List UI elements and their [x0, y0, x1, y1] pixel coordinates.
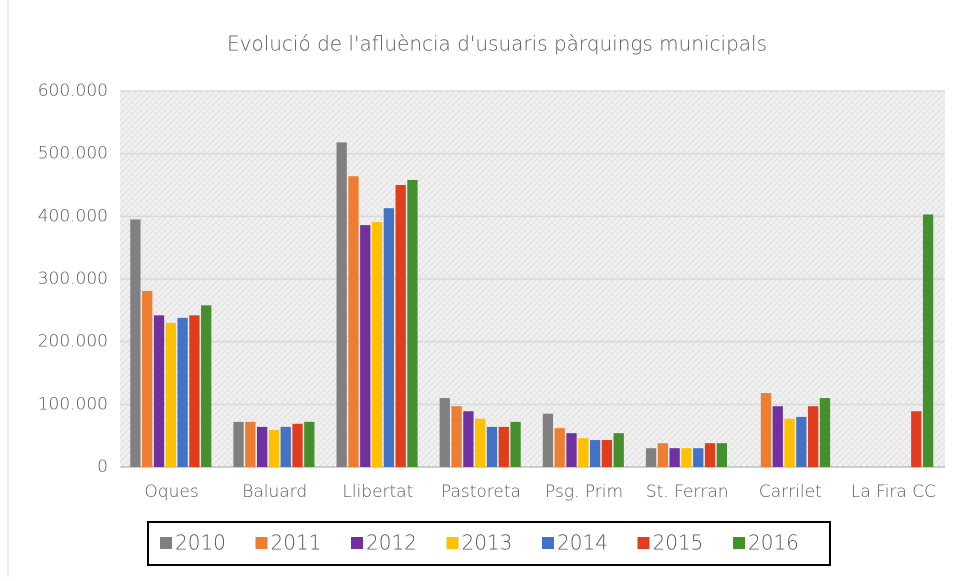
bar: [383, 208, 395, 468]
legend-swatch: [637, 537, 650, 549]
legend-label: 2010: [175, 531, 226, 555]
bar: [808, 406, 819, 467]
bar: [245, 421, 256, 467]
bar: [177, 317, 188, 467]
bar: [554, 428, 565, 467]
bar: [256, 426, 268, 467]
bar: [463, 411, 474, 467]
bar: [268, 430, 280, 467]
bar: [669, 448, 680, 467]
bar: [772, 406, 783, 467]
y-tick-label: 600.000: [38, 81, 108, 101]
bar: [189, 315, 200, 467]
bar: [578, 438, 589, 467]
bar: [439, 398, 450, 467]
bar: [716, 443, 727, 467]
bar: [475, 418, 486, 467]
legend-swatch: [351, 537, 363, 549]
y-tick-label: 0: [97, 457, 108, 477]
bar: [292, 423, 303, 467]
bar: [233, 421, 244, 467]
bar: [601, 440, 613, 467]
legend-label: 2012: [366, 531, 417, 555]
bar: [498, 426, 509, 467]
bar: [704, 443, 716, 467]
x-tick-label: St. Ferran: [646, 482, 729, 502]
legend-label: 2011: [271, 531, 322, 555]
x-tick-label: Carrilet: [759, 482, 822, 502]
bar: [566, 433, 577, 467]
legend-swatch: [446, 537, 459, 549]
bar: [645, 448, 657, 467]
legend-swatch: [255, 537, 268, 549]
bar: [201, 305, 212, 467]
bar: [395, 185, 406, 467]
legend-swatch: [733, 537, 745, 549]
legend-swatch: [542, 537, 554, 549]
bar: [130, 219, 141, 467]
x-tick-label: Baluard: [242, 482, 307, 502]
bar: [784, 418, 795, 467]
bar: [911, 411, 922, 467]
x-tick-label: Oques: [144, 482, 198, 502]
bar: [348, 176, 359, 467]
x-tick-label: Llibertat: [342, 482, 413, 502]
bar: [796, 416, 807, 467]
legend-label: 2016: [748, 531, 799, 555]
x-tick-label: La Fira CC: [851, 482, 936, 502]
bar: [510, 421, 521, 467]
bar: [657, 443, 668, 467]
bar: [336, 142, 347, 468]
bar: [922, 214, 934, 467]
bar: [542, 413, 554, 467]
chart-title: Evolució de l'afluència d'usuaris pàrqui…: [227, 32, 767, 56]
y-tick-label: 300.000: [38, 269, 108, 289]
bar: [486, 426, 498, 467]
y-tick-label: 400.000: [38, 206, 108, 226]
bar: [142, 290, 153, 467]
bar: [681, 448, 692, 467]
bar: [693, 448, 704, 467]
legend-swatch: [160, 537, 172, 549]
bar: [760, 393, 772, 467]
bar: [371, 221, 383, 467]
bar: [304, 421, 315, 467]
bar: [589, 440, 601, 467]
bar: [280, 426, 291, 467]
bar: [407, 179, 418, 467]
bar: [451, 406, 462, 467]
y-tick-label: 200.000: [38, 332, 108, 352]
bar: [819, 398, 831, 467]
x-tick-label: Pastoreta: [441, 482, 521, 502]
legend-label: 2015: [653, 531, 704, 555]
y-tick-label: 100.000: [38, 394, 108, 414]
x-tick-label: Psg. Prim: [545, 482, 623, 502]
bar: [360, 225, 371, 467]
bar: [165, 322, 176, 467]
bar: [153, 315, 165, 467]
y-tick-label: 500.000: [38, 144, 108, 164]
legend-label: 2014: [557, 531, 608, 555]
bar: [613, 433, 624, 467]
legend-label: 2013: [462, 531, 513, 555]
